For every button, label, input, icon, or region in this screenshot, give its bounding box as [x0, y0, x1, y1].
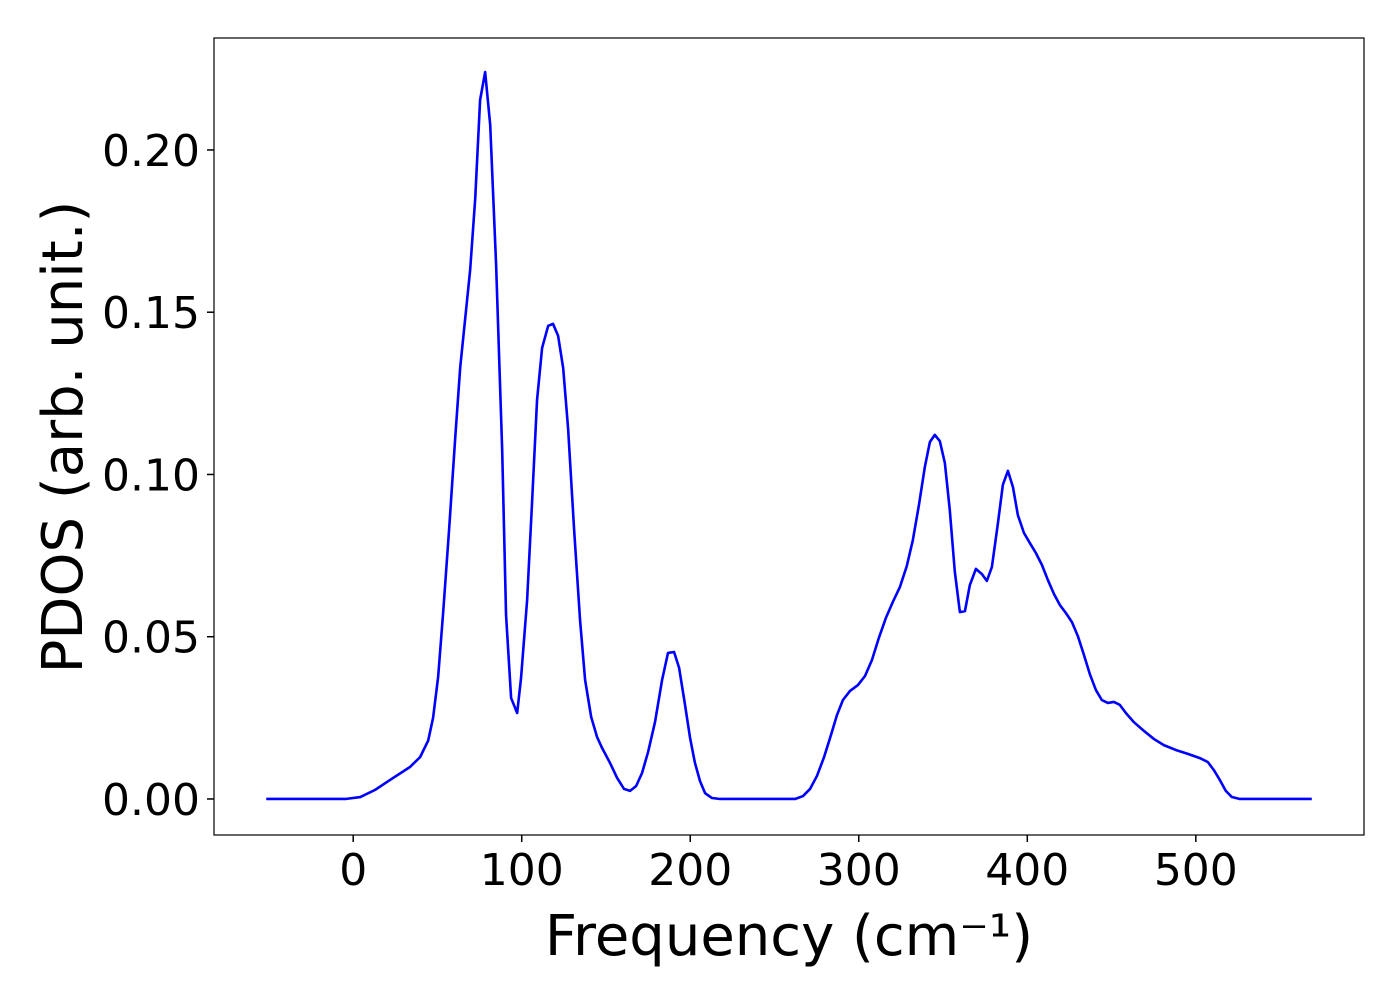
plot-frame: [213, 37, 1365, 836]
y-tick-label: 0.00: [102, 775, 200, 826]
x-axis-label: Frequency (cm⁻¹): [545, 904, 1033, 969]
x-tick-label: 200: [648, 845, 732, 896]
y-axis-label: PDOS (arb. unit.): [31, 201, 96, 674]
x-tick-label: 300: [817, 845, 901, 896]
line: [266, 70, 1312, 801]
x-tick-label: 0: [339, 845, 367, 896]
y-tick-label: 0.05: [102, 613, 200, 664]
x-tick-label: 100: [480, 845, 564, 896]
y-tick-label: 0.20: [102, 126, 200, 177]
x-tick-label: 400: [985, 845, 1069, 896]
y-tick-label: 0.10: [102, 450, 200, 501]
y-tick-label: 0.15: [102, 288, 200, 339]
x-tick-label: 500: [1154, 845, 1238, 896]
